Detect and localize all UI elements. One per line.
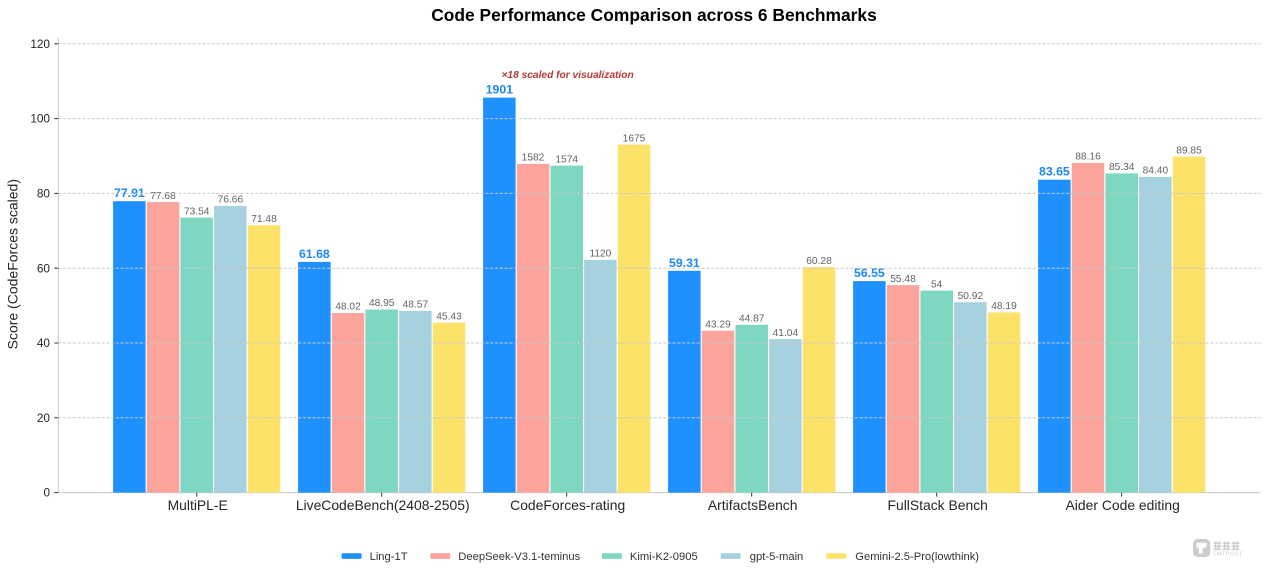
svg-text:76.66: 76.66 <box>218 195 244 206</box>
svg-text:120: 120 <box>30 37 50 51</box>
svg-text:1901: 1901 <box>486 83 514 97</box>
svg-text:48.02: 48.02 <box>335 302 361 313</box>
svg-text:48.19: 48.19 <box>991 301 1017 312</box>
svg-text:TMTPOST: TMTPOST <box>1213 551 1243 557</box>
svg-text:80: 80 <box>37 187 51 201</box>
svg-text:MultiPL-E: MultiPL-E <box>168 497 228 513</box>
svg-text:41.04: 41.04 <box>773 328 799 339</box>
svg-text:20: 20 <box>37 411 51 425</box>
svg-text:CodeForces-rating: CodeForces-rating <box>510 497 625 513</box>
svg-text:77.91: 77.91 <box>114 186 145 200</box>
svg-text:48.95: 48.95 <box>369 298 395 309</box>
svg-text:60: 60 <box>37 261 51 275</box>
svg-text:77.68: 77.68 <box>150 191 176 202</box>
svg-text:1582: 1582 <box>522 153 545 164</box>
svg-text:54: 54 <box>931 279 943 290</box>
svg-text:83.65: 83.65 <box>1039 165 1070 179</box>
svg-text:60.28: 60.28 <box>806 256 832 267</box>
svg-text:55.48: 55.48 <box>890 274 916 285</box>
svg-text:44.87: 44.87 <box>739 314 765 325</box>
svg-text:59.31: 59.31 <box>669 256 700 270</box>
svg-text:Code Performance Comparison ac: Code Performance Comparison across 6 Ben… <box>431 5 877 25</box>
svg-text:1120: 1120 <box>589 249 611 260</box>
svg-text:85.34: 85.34 <box>1109 162 1135 173</box>
svg-text:89.85: 89.85 <box>1176 145 1202 156</box>
svg-text:0: 0 <box>43 486 50 500</box>
svg-text:56.55: 56.55 <box>854 266 885 280</box>
svg-text:Gemini-2.5-Pro(lowthink): Gemini-2.5-Pro(lowthink) <box>855 551 979 563</box>
svg-text:45.43: 45.43 <box>436 311 462 322</box>
svg-text:Kimi-K2-0905: Kimi-K2-0905 <box>630 551 698 563</box>
svg-text:61.68: 61.68 <box>299 247 330 261</box>
svg-text:Aider Code editing: Aider Code editing <box>1066 497 1180 513</box>
svg-text:1675: 1675 <box>623 133 646 144</box>
svg-text:73.54: 73.54 <box>184 206 210 217</box>
svg-text:43.29: 43.29 <box>705 319 731 330</box>
svg-text:LiveCodeBench(2408-2505): LiveCodeBench(2408-2505) <box>296 497 470 513</box>
svg-text:84.40: 84.40 <box>1143 166 1169 177</box>
svg-text:100: 100 <box>30 112 50 126</box>
svg-text:FullStack Bench: FullStack Bench <box>888 497 988 513</box>
svg-text:1574: 1574 <box>555 154 578 165</box>
svg-text:×18 scaled for visualization: ×18 scaled for visualization <box>501 70 633 81</box>
svg-text:Ling-1T: Ling-1T <box>370 551 408 563</box>
svg-text:40: 40 <box>37 336 51 350</box>
svg-text:88.16: 88.16 <box>1075 152 1101 163</box>
svg-text:gpt-5-main: gpt-5-main <box>750 551 803 563</box>
svg-text:50.92: 50.92 <box>958 291 984 302</box>
svg-text:Score (CodeForces scaled): Score (CodeForces scaled) <box>5 179 21 349</box>
svg-text:ArtifactsBench: ArtifactsBench <box>708 497 798 513</box>
svg-text:71.48: 71.48 <box>251 214 277 225</box>
svg-text:DeepSeek-V3.1-teminus: DeepSeek-V3.1-teminus <box>458 551 580 563</box>
svg-text:48.57: 48.57 <box>403 300 429 311</box>
